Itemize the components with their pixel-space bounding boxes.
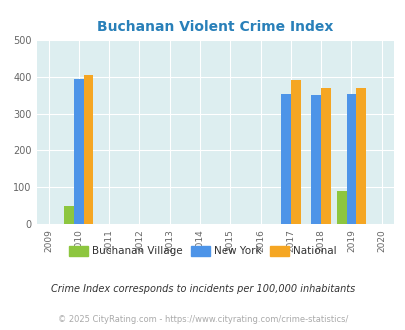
Legend: Buchanan Village, New York, National: Buchanan Village, New York, National (65, 242, 340, 260)
Bar (290, 80, 300, 224)
Text: © 2025 CityRating.com - https://www.cityrating.com/crime-statistics/: © 2025 CityRating.com - https://www.city… (58, 315, 347, 324)
Bar (356, 88, 365, 224)
Bar (281, 94, 290, 224)
Bar (64, 206, 74, 224)
Bar (346, 94, 356, 224)
Bar (311, 95, 320, 224)
Bar (336, 191, 346, 224)
Bar (320, 88, 330, 224)
Title: Buchanan Violent Crime Index: Buchanan Violent Crime Index (97, 20, 333, 34)
Bar (74, 79, 83, 224)
Bar (83, 75, 93, 224)
Text: Crime Index corresponds to incidents per 100,000 inhabitants: Crime Index corresponds to incidents per… (51, 284, 354, 294)
